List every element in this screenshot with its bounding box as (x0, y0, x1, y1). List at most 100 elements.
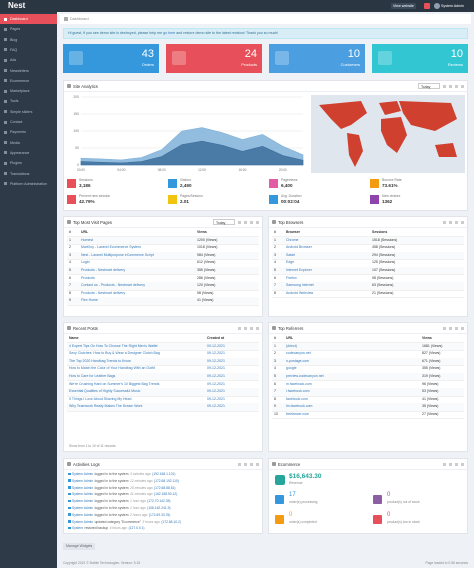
menu-item[interactable]: Pages (0, 24, 57, 34)
stat-box[interactable]: 10 Reviews (372, 44, 468, 73)
row-link[interactable]: 09-12-2021 (207, 396, 225, 401)
panel-action[interactable] (448, 220, 452, 224)
panel-action[interactable] (249, 220, 253, 224)
row-link[interactable]: Android Webview (286, 290, 314, 295)
activity-user[interactable]: System Admin (72, 506, 94, 510)
menu-item[interactable]: Payments (0, 127, 57, 137)
stat-box[interactable]: 10 Customers (269, 44, 365, 73)
menu-item[interactable]: Contact (0, 117, 57, 127)
activity-ip[interactable]: (192.168.1.101) (152, 472, 176, 476)
menu-item[interactable]: Platform Administration (0, 179, 57, 189)
row-link[interactable]: lm.facebook.com (286, 404, 313, 409)
row-link[interactable]: MartXuy - Laravel Ecommerce System (81, 245, 141, 250)
stat-box[interactable]: 43 Orders (63, 44, 159, 73)
activity-ip[interactable]: (172.68.10.2) (161, 519, 181, 524)
menu-item[interactable]: Blog (0, 35, 57, 45)
row-link[interactable]: l.facebook.com (286, 389, 310, 394)
menu-item[interactable]: Media (0, 138, 57, 148)
logo[interactable]: Nest (8, 1, 26, 10)
row-link[interactable]: facebook.com (286, 396, 308, 401)
panel-action[interactable] (243, 220, 247, 224)
view-website-button[interactable]: View website (391, 3, 416, 9)
row-link[interactable]: Firefox (286, 275, 297, 280)
menu-item[interactable]: Tools (0, 96, 57, 106)
panel-action[interactable] (442, 326, 446, 330)
panel-action[interactable] (448, 84, 452, 88)
panel-action[interactable] (243, 326, 247, 330)
row-link[interactable]: codecanyon.net (286, 351, 311, 356)
manage-widgets-button[interactable]: Manage Widgets (63, 543, 96, 550)
activity-user[interactable]: System Admin (72, 485, 94, 490)
menu-item[interactable]: Ads (0, 55, 57, 65)
activity-user[interactable]: System Admin (72, 499, 94, 504)
panel-action[interactable] (255, 326, 259, 330)
activity-ip[interactable]: (172.68.192.110) (154, 478, 179, 483)
menu-item[interactable]: Appearance (0, 148, 57, 158)
row-link[interactable]: Products - Nestmart delivery (81, 290, 126, 295)
row-link[interactable]: 09-12-2021 (207, 389, 225, 394)
row-link[interactable]: 09-12-2021 (207, 358, 225, 363)
activity-ip[interactable]: (172.70.142.35) (147, 499, 171, 504)
panel-action[interactable] (448, 462, 452, 466)
row-link[interactable]: 09-12-2021 (207, 381, 225, 386)
activity-user[interactable]: System Admin (72, 492, 94, 497)
notification-icon[interactable] (424, 3, 430, 9)
panel-action[interactable] (249, 462, 253, 466)
panel-action[interactable] (442, 84, 446, 88)
panel-action[interactable] (255, 462, 259, 466)
activity-ip[interactable]: (172.68.88.51) (154, 485, 176, 490)
panel-action[interactable] (460, 84, 464, 88)
panel-action[interactable] (448, 326, 452, 330)
menu-item[interactable]: Translations (0, 169, 57, 179)
row-link[interactable]: n-postage.com (286, 358, 310, 363)
row-link[interactable]: Internet Explorer (286, 268, 312, 272)
panel-action[interactable] (460, 462, 464, 466)
avatar[interactable] (434, 3, 440, 9)
row-link[interactable]: Samsung Internet (286, 283, 314, 288)
panel-action[interactable] (442, 220, 446, 224)
row-link[interactable]: 09-12-2021 (207, 374, 225, 378)
row-link[interactable]: (direct) (286, 343, 297, 348)
row-link[interactable]: google (286, 366, 297, 371)
row-link[interactable]: Nest - Laravel Multipurpose eCommerce Sc… (81, 252, 154, 257)
menu-item[interactable]: Plugins (0, 158, 57, 168)
activity-ip[interactable]: (162.158.90.12) (154, 492, 178, 497)
menu-item[interactable]: Dashboard (0, 14, 57, 24)
row-link[interactable]: Edge (286, 260, 295, 265)
menu-item[interactable]: Simple sliders (0, 107, 57, 117)
panel-action[interactable] (460, 220, 464, 224)
panel-action[interactable] (237, 220, 241, 224)
row-link[interactable]: Chrome (286, 237, 299, 242)
row-link[interactable]: 09-12-2021 (207, 366, 225, 371)
activity-user[interactable]: System Admin (72, 472, 94, 476)
activity-ip[interactable]: (172.69.33.76) (148, 512, 171, 517)
activity-ip[interactable]: (108.162.241.9) (147, 506, 171, 510)
row-link[interactable]: 09-12-2021 (207, 343, 225, 348)
panel-action[interactable] (243, 462, 247, 466)
row-link[interactable]: 09-12-2021 (207, 351, 225, 356)
panel-action[interactable] (255, 220, 259, 224)
panel-action[interactable] (460, 326, 464, 330)
panel-action[interactable] (249, 326, 253, 330)
row-link[interactable]: Products - Nestmart delivery (81, 268, 126, 272)
row-link[interactable]: freelancer.com (286, 412, 309, 416)
panel-action[interactable] (237, 326, 241, 330)
row-link[interactable]: Safari (286, 252, 296, 257)
activity-ip[interactable]: (127.0.0.1) (128, 526, 145, 531)
activity-user[interactable]: System Admin (72, 478, 94, 483)
row-link[interactable]: Android Browser (286, 245, 312, 250)
row-link[interactable]: Homest (81, 237, 94, 242)
row-link[interactable]: Products (81, 275, 95, 280)
row-link[interactable]: m.facebook.com (286, 381, 312, 386)
row-link[interactable]: Contact us - Products - Nestmart deliver… (81, 283, 145, 288)
panel-action[interactable] (454, 84, 458, 88)
stat-box[interactable]: 24 Products (166, 44, 262, 73)
alert-link[interactable]: go here (163, 31, 176, 35)
panel-action[interactable] (454, 326, 458, 330)
panel-action[interactable] (454, 462, 458, 466)
user-menu[interactable]: System Admin (441, 4, 464, 8)
panel-action[interactable] (454, 220, 458, 224)
row-link[interactable]: Login (81, 260, 90, 265)
period-select[interactable]: Today (418, 83, 440, 89)
activity-user[interactable]: System Admin (72, 512, 94, 517)
